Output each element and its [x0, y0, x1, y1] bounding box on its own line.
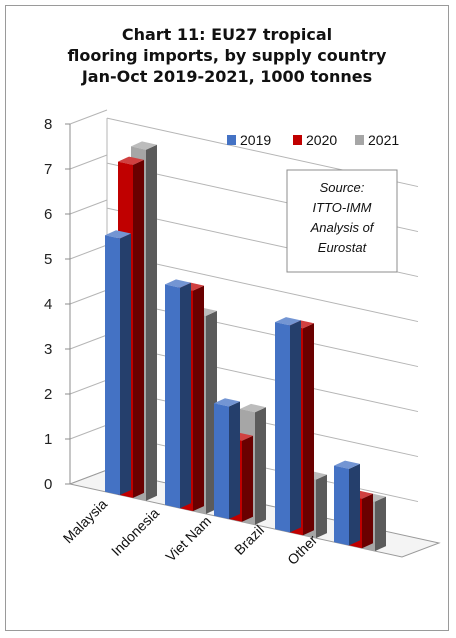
y-tick-label-0: 0 — [44, 476, 52, 493]
bar-side — [375, 496, 386, 552]
side-gridline-8 — [69, 109, 108, 125]
bar-viet-nam-2019 — [214, 398, 240, 519]
y-tick-label-3: 3 — [44, 341, 52, 358]
bar-top — [165, 279, 191, 288]
bar-top — [275, 317, 301, 326]
bar-side — [193, 285, 204, 512]
x-category-label-brazil: Brazil — [231, 522, 267, 558]
side-gridline-5 — [69, 244, 108, 260]
bar-top — [334, 460, 360, 469]
bar-side — [180, 282, 191, 509]
bar-malaysia-2019 — [105, 230, 131, 495]
y-tick-label-6: 6 — [44, 206, 52, 223]
x-category-label-malaysia: Malaysia — [60, 496, 111, 547]
y-tick-label-2: 2 — [44, 386, 52, 403]
chart-title-line-3: Jan-Oct 2019-2021, 1000 tonnes — [81, 67, 373, 86]
side-gridline-6 — [69, 199, 108, 215]
bar-top — [118, 156, 144, 165]
x-category-label-viet-nam: Viet Nam — [162, 513, 214, 565]
bar-front — [165, 284, 180, 509]
source-line-3: Analysis of — [310, 220, 375, 235]
source-line-1: Source: — [320, 180, 365, 195]
legend-swatch-2019 — [227, 135, 236, 145]
side-wall — [69, 109, 108, 485]
legend-label-2021: 2021 — [368, 132, 399, 148]
legend-label-2019: 2019 — [240, 132, 271, 148]
chart-title: Chart 11: EU27 tropical flooring imports… — [5, 24, 449, 87]
y-tick-label-7: 7 — [44, 161, 52, 178]
bar-top — [214, 398, 240, 407]
bar-other-2019 — [334, 460, 360, 546]
bar-side — [133, 159, 144, 498]
bar-brazil-2019 — [275, 317, 301, 533]
y-tick-label-8: 8 — [44, 116, 52, 133]
side-gridline-3 — [69, 334, 108, 350]
side-gridline-4 — [69, 289, 108, 305]
bar-side — [303, 323, 314, 536]
bar-front — [214, 403, 229, 519]
bar-front — [275, 322, 290, 533]
gridline-4 — [106, 297, 419, 368]
y-tick-label-1: 1 — [44, 431, 52, 448]
source-line-2: ITTO-IMM — [313, 200, 372, 215]
bar-top — [240, 403, 266, 413]
source-line-4: Eurostat — [318, 240, 368, 255]
gridline-3 — [106, 342, 419, 413]
bar-side — [120, 233, 131, 495]
bar-indonesia-2019 — [165, 279, 191, 509]
bar-side — [290, 320, 301, 533]
bar-side — [146, 144, 157, 501]
legend-label-2020: 2020 — [306, 132, 337, 148]
legend-swatch-2021 — [355, 135, 364, 145]
bar-top — [105, 230, 131, 239]
source-annotation: Source: ITTO-IMM Analysis of Eurostat — [286, 169, 398, 273]
bar-side — [349, 463, 360, 546]
bar-side — [255, 407, 266, 525]
legend-swatch-2020 — [293, 135, 302, 145]
source-box — [286, 169, 398, 273]
bar-side — [362, 493, 373, 549]
gridline-5 — [106, 252, 419, 323]
bar-side — [316, 474, 327, 539]
side-gridline-7 — [69, 154, 108, 170]
bars — [105, 141, 386, 552]
side-gridline-1 — [69, 424, 108, 440]
bar-front — [105, 235, 120, 495]
y-tick-label-5: 5 — [44, 251, 52, 268]
y-tick-labels: 0 1 2 3 4 5 6 7 8 — [44, 116, 70, 493]
bar-front — [334, 465, 349, 546]
chart-title-line-2: flooring imports, by supply country — [67, 46, 387, 65]
bar-side — [242, 435, 253, 522]
y-tick-label-4: 4 — [44, 296, 52, 313]
x-category-label-indonesia: Indonesia — [108, 505, 162, 559]
chart-title-line-1: Chart 11: EU27 tropical — [121, 25, 333, 44]
bar-side — [229, 401, 240, 519]
legend: 2019 2020 2021 — [227, 132, 399, 148]
bar-top — [131, 141, 157, 150]
side-gridline-2 — [69, 379, 108, 395]
